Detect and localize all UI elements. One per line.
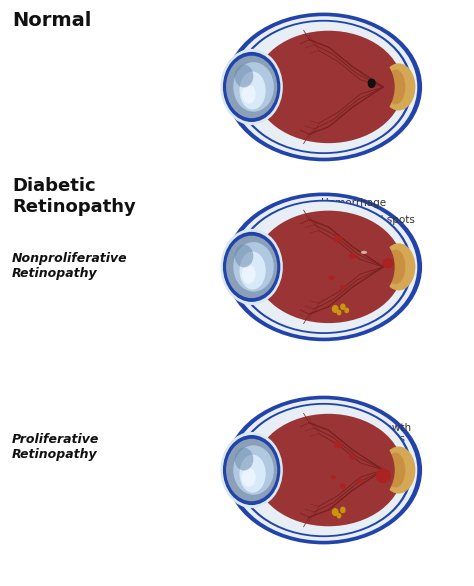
Ellipse shape [239, 251, 266, 289]
Ellipse shape [235, 403, 412, 537]
Ellipse shape [242, 468, 255, 487]
Text: Proliferative
Retinopathy: Proliferative Retinopathy [12, 434, 100, 461]
Text: Nonproliferative
Retinopathy: Nonproliferative Retinopathy [12, 253, 128, 280]
Text: Abnormal growth
of blood vessels: Abnormal growth of blood vessels [321, 423, 411, 444]
Ellipse shape [235, 64, 253, 87]
Text: Normal: Normal [12, 12, 91, 30]
Ellipse shape [382, 447, 415, 493]
Ellipse shape [242, 84, 255, 104]
Ellipse shape [334, 236, 342, 243]
Text: Diabetic
Retinopathy: Diabetic Retinopathy [12, 177, 136, 216]
Ellipse shape [235, 244, 253, 267]
Ellipse shape [386, 250, 405, 284]
Ellipse shape [223, 232, 280, 302]
Ellipse shape [382, 243, 415, 291]
Ellipse shape [233, 62, 274, 112]
Ellipse shape [225, 193, 422, 341]
Ellipse shape [226, 439, 277, 501]
Ellipse shape [223, 52, 280, 122]
Ellipse shape [361, 251, 367, 254]
Ellipse shape [230, 16, 417, 158]
Ellipse shape [328, 275, 335, 280]
Ellipse shape [226, 56, 277, 118]
Ellipse shape [260, 216, 395, 318]
Ellipse shape [242, 265, 255, 284]
Circle shape [337, 311, 341, 315]
Ellipse shape [235, 20, 412, 154]
Ellipse shape [386, 452, 405, 488]
Ellipse shape [235, 200, 412, 334]
Ellipse shape [340, 285, 346, 289]
Ellipse shape [254, 210, 403, 323]
Ellipse shape [233, 242, 274, 292]
Circle shape [345, 308, 348, 312]
Text: Microaneurysm: Microaneurysm [292, 260, 401, 271]
Ellipse shape [330, 475, 336, 479]
Ellipse shape [230, 399, 417, 541]
Ellipse shape [375, 469, 391, 483]
Ellipse shape [225, 396, 422, 544]
Ellipse shape [239, 71, 266, 110]
Ellipse shape [220, 229, 283, 305]
Text: Cotton wool spots: Cotton wool spots [318, 216, 415, 230]
Ellipse shape [260, 419, 395, 521]
Ellipse shape [220, 432, 283, 508]
Ellipse shape [223, 435, 280, 505]
Ellipse shape [349, 253, 356, 259]
Ellipse shape [334, 441, 342, 448]
Ellipse shape [382, 258, 394, 268]
Ellipse shape [237, 22, 410, 152]
Ellipse shape [237, 405, 410, 536]
Ellipse shape [230, 196, 417, 338]
Ellipse shape [225, 12, 422, 161]
Ellipse shape [386, 70, 405, 104]
Ellipse shape [260, 36, 395, 138]
Ellipse shape [239, 455, 266, 493]
Ellipse shape [254, 30, 403, 143]
Text: Hemorrhage: Hemorrhage [285, 198, 386, 214]
Circle shape [337, 513, 341, 518]
Ellipse shape [349, 454, 356, 460]
Ellipse shape [382, 63, 415, 111]
Circle shape [332, 509, 338, 516]
Ellipse shape [254, 414, 403, 526]
Ellipse shape [220, 49, 283, 125]
Ellipse shape [235, 448, 253, 471]
Ellipse shape [340, 483, 346, 489]
Ellipse shape [233, 445, 274, 495]
Ellipse shape [357, 479, 363, 483]
Text: Macular edema: Macular edema [321, 231, 402, 242]
Circle shape [332, 306, 338, 312]
Ellipse shape [237, 202, 410, 332]
Ellipse shape [226, 236, 277, 298]
Circle shape [341, 304, 345, 309]
Circle shape [368, 79, 375, 87]
Circle shape [341, 507, 345, 513]
